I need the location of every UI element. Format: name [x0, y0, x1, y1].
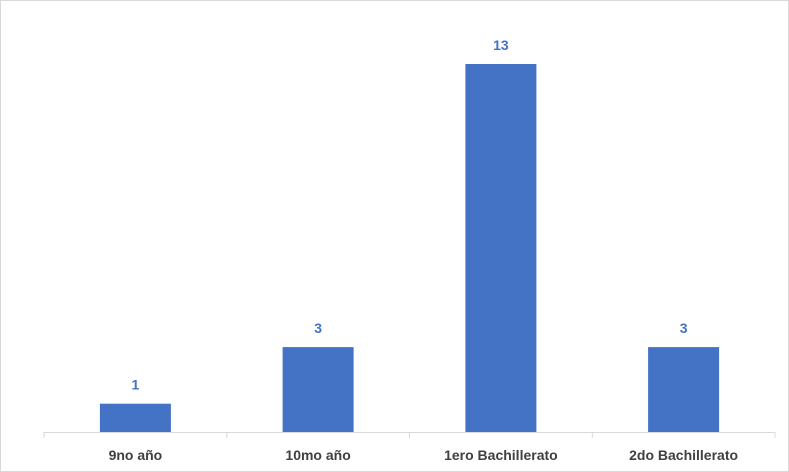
category-label-1: 9no año: [109, 447, 163, 463]
x-axis: [43, 432, 776, 438]
value-label-4: 3: [680, 320, 688, 336]
category-labels-group: 9no año 10mo año 1ero Bachillerato 2do Bach…: [109, 447, 738, 463]
bar-3: [465, 64, 537, 432]
bar-4: [648, 347, 720, 432]
category-label-3: 1ero Bachillerato: [444, 447, 558, 463]
bar-1: [99, 403, 171, 432]
bar-2: [282, 347, 354, 432]
value-label-1: 1: [132, 377, 140, 393]
bars-group: [99, 64, 720, 432]
category-label-2: 10mo año: [285, 447, 350, 463]
category-label-4: 2do Bachillerato: [629, 447, 738, 463]
value-label-3: 13: [493, 37, 509, 53]
value-label-2: 3: [314, 320, 322, 336]
